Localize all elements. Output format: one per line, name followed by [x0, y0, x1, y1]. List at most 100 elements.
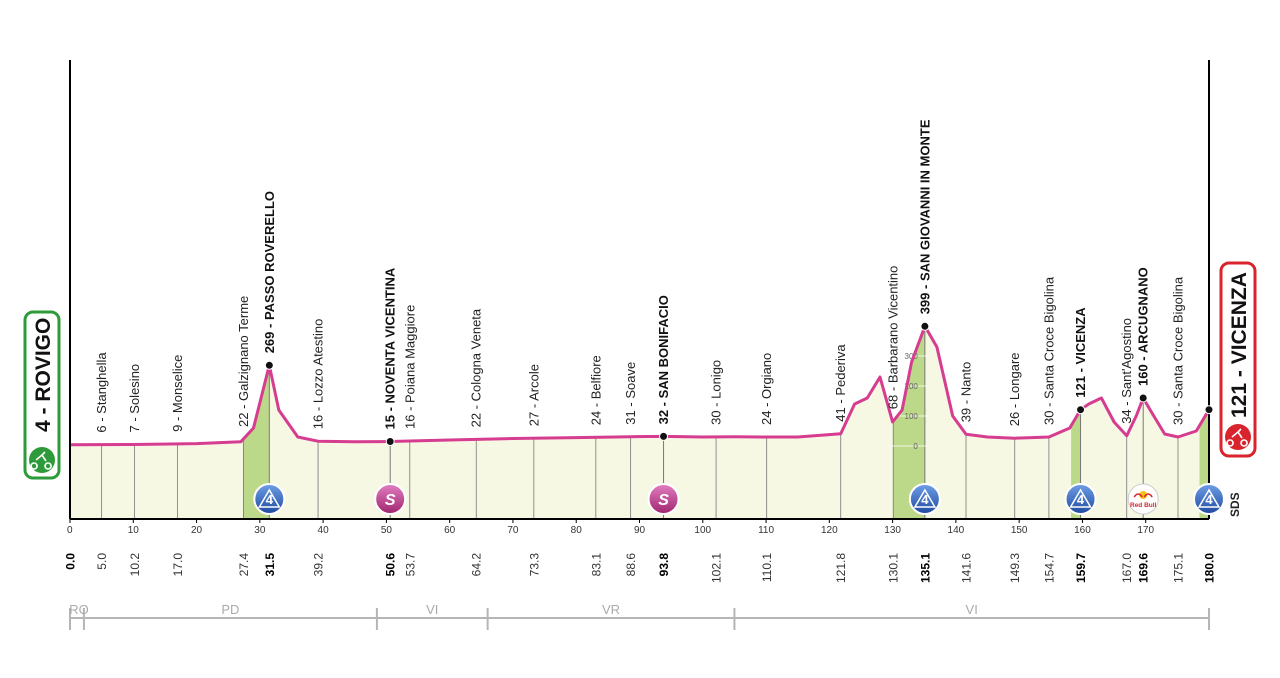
- distance-tick-label: 130: [884, 525, 901, 536]
- waypoint-label: 16 - Poiana Maggiore: [402, 305, 417, 429]
- finish-cyclist-glyph: [1226, 428, 1248, 447]
- distance-tick-label: 30: [254, 525, 266, 536]
- waypoint-label: 16 - Lozzo Atestino: [311, 319, 326, 430]
- start-badge-frame: [23, 310, 61, 480]
- waypoint-label: 30 - Lonigo: [709, 360, 724, 425]
- distance-tick-label: 140: [948, 525, 965, 536]
- distance-tick-label: 150: [1011, 525, 1028, 536]
- km-label: 88.6: [624, 553, 638, 577]
- profile-line: [69, 324, 1211, 447]
- start-cyclist-icon: [29, 447, 55, 473]
- province-label: VR: [602, 602, 620, 617]
- km-label: 50.6: [384, 553, 398, 577]
- sprint-marker: [647, 483, 680, 515]
- km-label: 83.1: [589, 553, 603, 577]
- finish-cyclist-icon: [1225, 424, 1251, 450]
- gpm-category-label: 4: [1205, 492, 1213, 507]
- markers-group: 4 S S 4 4 Red Bull 4: [253, 321, 1225, 515]
- km-label: 149.3: [1008, 553, 1022, 583]
- waypoint-label: 68 - Barbarano Vicentino: [886, 266, 901, 410]
- km-label: 130.1: [887, 553, 901, 583]
- waypoint-label: 41 - Pederiva: [833, 344, 848, 422]
- distance-tick-label: 40: [318, 525, 330, 536]
- waypoint-label: 121 - VICENZA: [1073, 307, 1088, 398]
- profile-point: [920, 321, 930, 331]
- sprint-label: S: [658, 492, 669, 509]
- distance-tick-label: 100: [694, 525, 711, 536]
- waypoint-label: 6 - Stanghella: [94, 352, 109, 433]
- gpm-category-label: 4: [1077, 492, 1085, 507]
- mountain-icon: [913, 488, 937, 508]
- km-label: 0.0: [64, 553, 78, 570]
- waypoint-label: 34 - Sant'Agostino: [1119, 318, 1134, 424]
- red-bull-bulls-icon: [1133, 493, 1153, 498]
- sprint-label: S: [385, 492, 396, 509]
- profile-point: [1076, 405, 1086, 415]
- climb-zone: [893, 326, 925, 519]
- waypoint-label: 39 - Nanto: [959, 362, 974, 423]
- km-label: 93.8: [657, 553, 671, 577]
- altitude-tick-label: 0: [913, 442, 918, 451]
- waypoint-labels-group: 6 - Stanghella 7 - Solesino 9 - Monselice 2…: [94, 119, 1185, 432]
- province-label: VI: [426, 602, 438, 617]
- km-label: 31.5: [263, 553, 277, 577]
- km-label: 180.0: [1203, 553, 1217, 583]
- distance-tick-label: 70: [507, 525, 519, 536]
- gpm-category-label: 4: [266, 492, 274, 507]
- province-label: VI: [966, 602, 978, 617]
- red-bull-label: Red Bull: [1130, 502, 1157, 509]
- waypoint-label: 22 - Cologna Veneta: [469, 308, 484, 427]
- km-label: 141.6: [960, 553, 974, 583]
- km-label: 10.2: [128, 553, 142, 577]
- province-label: PD: [221, 602, 239, 617]
- finish-badge-frame: [1219, 261, 1257, 458]
- province-label: RO: [69, 602, 89, 617]
- distance-tick-label: 10: [128, 525, 140, 536]
- sds-logo: SDS: [1228, 492, 1242, 517]
- sprint-marker: [374, 483, 407, 515]
- km-label: 27.4: [237, 553, 251, 577]
- distance-tick-label: 110: [758, 525, 774, 536]
- mountain-icon: [1197, 488, 1221, 508]
- km-label: 167.0: [1120, 553, 1134, 583]
- km-label: 110.1: [760, 553, 774, 582]
- distance-axis-group: 0 10 20 30 40 50 60 70 80 90 100 110 120 130 140 150 160…: [67, 60, 1210, 536]
- mountain-icon: [1069, 488, 1092, 508]
- profile-point: [264, 360, 274, 370]
- waypoint-label: 160 - ARCUGNANO: [1136, 267, 1151, 386]
- waypoint-label: 30 - Santa Croce Bigolina: [1041, 276, 1056, 425]
- distance-tick-label: 90: [634, 525, 646, 536]
- altitude-tick-label: 100: [905, 412, 919, 421]
- km-label: 5.0: [95, 553, 109, 570]
- km-label: 159.7: [1074, 553, 1088, 583]
- finish-label: 121 - VICENZA: [1228, 272, 1251, 418]
- waypoint-label: 27 - Arcole: [526, 364, 541, 426]
- km-label: 102.1: [710, 553, 724, 583]
- waypoint-label: 24 - Orgiano: [759, 353, 774, 425]
- altitude-tick-label: 200: [905, 382, 919, 391]
- km-label: 17.0: [171, 553, 185, 577]
- climb-zone: [243, 365, 270, 519]
- province-bar-group: RO PD VI VR VI: [69, 602, 1210, 630]
- profile-line-group: [69, 324, 1211, 447]
- finish-badge: 121 - VICENZA: [1219, 261, 1257, 458]
- km-label: 73.3: [527, 553, 541, 577]
- waypoint-label: 30 - Santa Croce Bigolina: [1171, 276, 1186, 425]
- start-cyclist-glyph: [30, 451, 52, 470]
- waypoint-label: 399 - SAN GIOVANNI IN MONTE: [917, 119, 932, 314]
- distance-tick-label: 80: [571, 525, 583, 536]
- km-label: 121.8: [834, 553, 848, 583]
- waypoint-label: 24 - Belfiore: [588, 355, 603, 425]
- waypoint-label: 22 - Galzignano Terme: [236, 296, 251, 427]
- km-label: 154.7: [1042, 553, 1056, 583]
- waypoint-label: 26 - Longare: [1007, 352, 1022, 426]
- distance-tick-label: 120: [821, 525, 838, 536]
- km-labels-group: 0.0 5.0 10.2 17.0 27.4 31.5 39.2 50.6 53.7 64.2 73…: [64, 553, 1217, 583]
- gpm-category-label: 4: [921, 492, 929, 507]
- profile-point: [1138, 393, 1148, 403]
- distance-tick-label: 60: [444, 525, 456, 536]
- waypoint-label: 32 - SAN BONIFACIO: [656, 295, 671, 424]
- start-label: 4 - ROVIGO: [32, 318, 55, 432]
- distance-tick-label: 20: [191, 525, 203, 536]
- waypoint-label: 7 - Solesino: [127, 364, 142, 433]
